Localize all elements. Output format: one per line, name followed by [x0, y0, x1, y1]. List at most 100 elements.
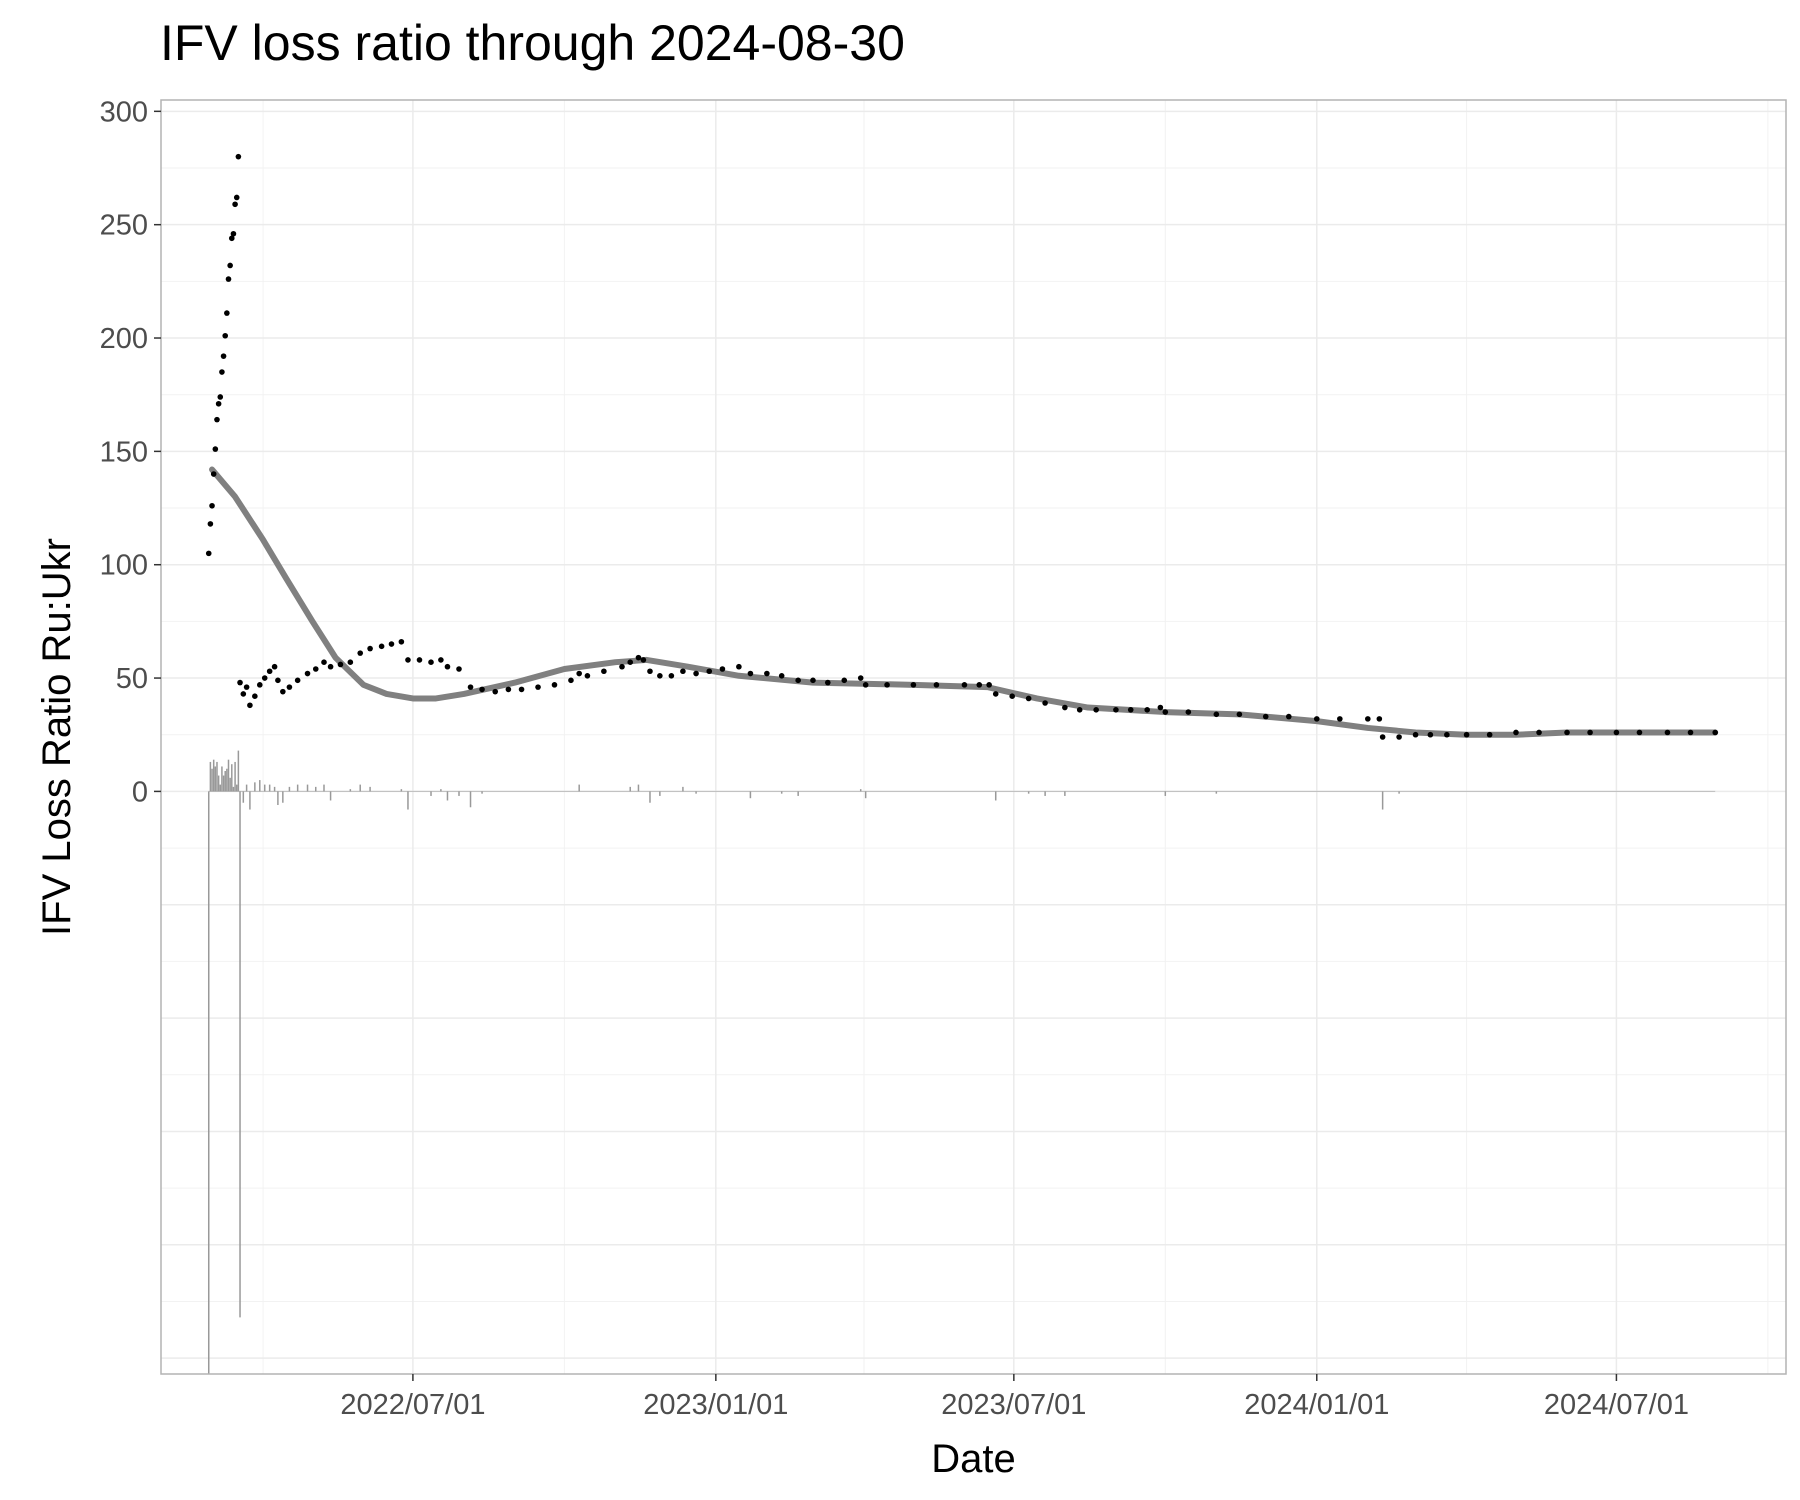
x-tick-label: 2023/07/01: [941, 1389, 1086, 1421]
data-point: [1664, 729, 1671, 736]
data-point: [1513, 729, 1519, 736]
data-point: [601, 668, 607, 675]
y-tick-label: 0: [132, 776, 148, 808]
data-point: [505, 686, 512, 693]
y-tick-label: 250: [100, 210, 148, 242]
data-point: [294, 677, 301, 684]
data-point: [275, 677, 281, 684]
data-point: [367, 645, 373, 652]
data-point: [243, 684, 250, 690]
data-point: [884, 682, 890, 688]
data-point: [337, 661, 344, 668]
data-point: [1376, 716, 1383, 722]
data-point: [1093, 706, 1099, 713]
data-point: [576, 670, 582, 677]
data-point: [1379, 734, 1386, 740]
major-gridlines: [161, 100, 1786, 1374]
data-point: [693, 670, 699, 677]
data-point: [1009, 693, 1015, 699]
data-point: [647, 668, 653, 675]
data-point: [1427, 731, 1434, 738]
y-tick-label: 50: [116, 663, 148, 695]
data-point: [910, 682, 917, 688]
data-point: [933, 682, 940, 688]
data-point: [1337, 716, 1343, 722]
data-point: [405, 657, 411, 663]
data-point: [518, 686, 525, 693]
y-axis-title: IFV Loss Ratio Ru:Ukr: [35, 538, 79, 936]
data-point: [230, 230, 237, 237]
chart-title: IFV loss ratio through 2024-08-30: [160, 15, 905, 71]
data-point: [205, 550, 212, 557]
data-point: [627, 659, 634, 665]
data-point: [657, 672, 663, 679]
data-point: [261, 675, 268, 681]
data-point: [266, 668, 273, 675]
data-point: [388, 641, 395, 647]
data-point: [551, 682, 558, 688]
data-point: [256, 682, 263, 688]
x-tick-label: 2024/01/01: [1244, 1389, 1389, 1421]
data-point: [1463, 731, 1470, 738]
data-point: [212, 446, 219, 452]
y-axis-ticks: 0 50 100 150 200 250 300: [100, 96, 161, 808]
data-point: [747, 670, 754, 677]
data-point: [1285, 713, 1292, 720]
data-point: [841, 677, 848, 684]
data-point: [378, 643, 385, 650]
data-point: [810, 677, 816, 684]
y-tick-label: 150: [100, 436, 148, 468]
data-point: [719, 666, 726, 672]
data-point: [1113, 706, 1119, 713]
data-point: [857, 675, 864, 681]
data-point: [976, 682, 983, 688]
data-point: [778, 672, 785, 679]
ratio-points: [205, 153, 1719, 740]
data-point: [1636, 729, 1643, 736]
data-point: [640, 657, 647, 663]
data-point: [479, 686, 485, 693]
data-point: [1313, 716, 1320, 722]
data-point: [1536, 729, 1542, 736]
data-point: [1412, 731, 1419, 738]
data-point: [456, 666, 462, 672]
data-point: [1587, 729, 1593, 736]
data-point: [444, 663, 451, 670]
data-point: [347, 659, 354, 665]
data-point: [304, 670, 311, 677]
data-point: [535, 684, 541, 690]
data-point: [668, 672, 675, 679]
data-point: [584, 672, 591, 679]
data-point: [1687, 729, 1694, 736]
data-point: [280, 688, 286, 695]
data-point: [271, 663, 278, 670]
data-point: [1486, 731, 1493, 738]
data-point: [438, 657, 444, 663]
x-axis-ticks: 2022/07/01 2023/01/01 2023/07/01 2024/01/01…: [340, 1374, 1689, 1421]
data-point: [764, 670, 770, 677]
y-tick-label: 300: [100, 96, 148, 128]
data-point: [1144, 706, 1150, 713]
data-point: [228, 235, 235, 242]
y-tick-label: 200: [100, 323, 148, 355]
minor-gridlines: [161, 100, 1786, 1374]
data-point: [1062, 704, 1068, 711]
data-point: [1236, 711, 1243, 718]
data-point: [398, 638, 405, 645]
data-point: [240, 691, 247, 697]
data-point: [227, 262, 233, 269]
plot-panel-border: [160, 99, 1787, 1375]
data-point: [862, 682, 869, 688]
data-point: [1365, 716, 1371, 722]
data-point: [233, 194, 240, 201]
data-point: [215, 400, 222, 407]
y-tick-label: 100: [100, 550, 148, 582]
x-tick-label: 2022/07/01: [340, 1389, 485, 1421]
data-point: [416, 657, 423, 663]
trend-line: [209, 466, 1719, 738]
data-point: [1262, 713, 1269, 720]
data-point: [635, 654, 642, 661]
data-point: [1025, 695, 1032, 702]
data-point: [619, 663, 625, 670]
data-point: [235, 153, 242, 160]
